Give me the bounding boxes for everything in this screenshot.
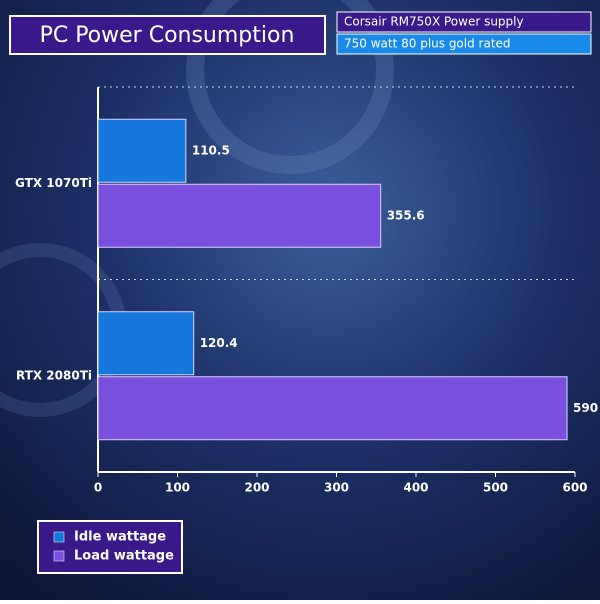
bar	[97, 311, 195, 376]
legend-swatch	[53, 531, 65, 543]
decor	[186, 0, 394, 174]
legend-box	[37, 520, 183, 574]
x-tick-label: 100	[165, 481, 190, 495]
title-box	[9, 15, 326, 55]
note-box	[336, 33, 592, 55]
value-label: 355.6	[387, 208, 425, 222]
bar	[97, 376, 568, 441]
value-label: 590	[573, 401, 598, 415]
value-label: 110.5	[192, 143, 230, 157]
x-tick-label: 600	[562, 481, 587, 495]
y-tick-label: RTX 2080Ti	[16, 368, 92, 382]
note: 750 watt 80 plus gold rated	[344, 37, 511, 51]
bar	[97, 183, 382, 248]
x-tick-label: 400	[403, 481, 428, 495]
x-tick-label: 300	[324, 481, 349, 495]
x-tick-label: 200	[244, 481, 269, 495]
legend-label: Load wattage	[74, 549, 174, 564]
value-label: 120.4	[200, 336, 238, 350]
x-tick-label: 0	[94, 481, 102, 495]
legend-swatch	[53, 550, 65, 562]
bar	[97, 118, 187, 183]
note: Corsair RM750X Power supply	[344, 15, 524, 29]
chart-title: PC Power Consumption	[40, 23, 295, 48]
y-tick-label: GTX 1070Ti	[15, 176, 92, 190]
legend-label: Idle wattage	[74, 530, 166, 545]
note-box	[336, 11, 592, 33]
x-tick-label: 500	[483, 481, 508, 495]
